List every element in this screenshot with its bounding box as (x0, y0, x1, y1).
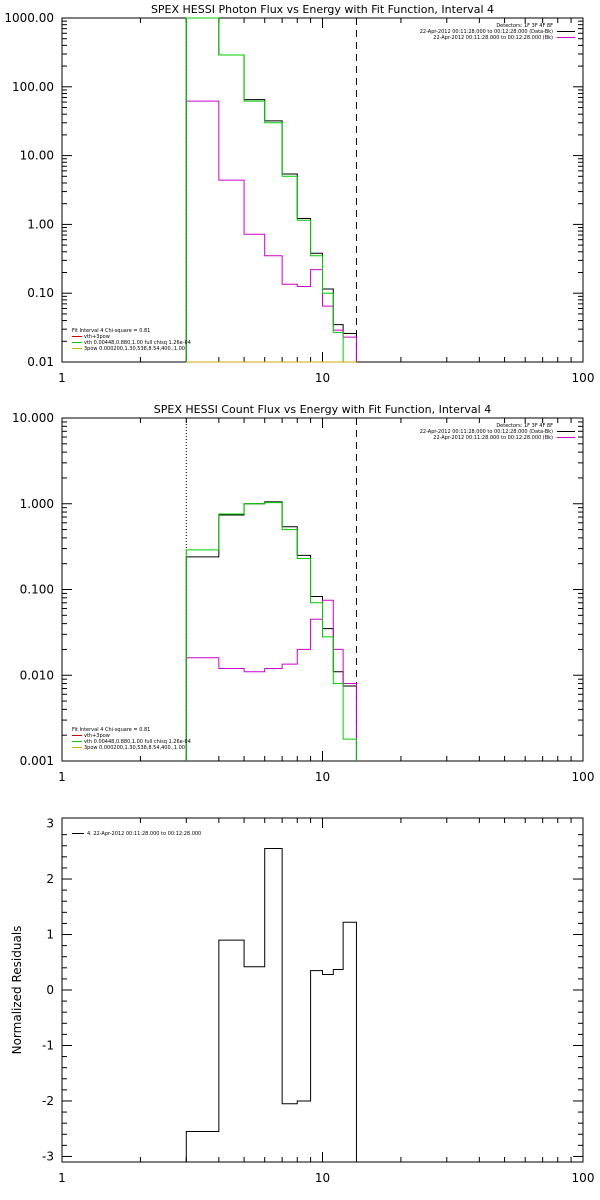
y-tick-label: -2 (42, 1094, 54, 1108)
y-tick-label: 1.000 (20, 497, 54, 511)
series-bk (185, 100, 357, 362)
legend-right-entry: 22-Apr-2012 00:11:28.000 to 00:12:28.000… (420, 29, 553, 35)
y-tick-label: 10.000 (12, 411, 54, 425)
legend-left-entry: Fit Interval 4 Chi-square = 0.81 (72, 328, 150, 334)
plot-frame (61, 17, 584, 363)
legend-right-entry: Detectors: 1F 3F 4F 8F (496, 423, 553, 429)
legend-left-entry: 4. 22-Apr-2012 00:11:28.000 to 00:12:28.… (87, 831, 201, 837)
series-vth-3pow (185, 17, 357, 363)
series-data-bk (185, 501, 357, 761)
legend-right-entry: 22-Apr-2012 00:11:28.000 to 00:12:28.000… (433, 435, 553, 441)
x-tick-label: 10 (315, 371, 330, 385)
x-tick-label: 10 (315, 1171, 330, 1185)
x-tick-label: 1 (58, 1171, 66, 1185)
legend-left-entry: vth 0.00448,0.880,1.00 full chisq 1.26e-… (84, 340, 191, 346)
legend-right-entry: 22-Apr-2012 00:11:28.000 to 00:12:28.000… (420, 429, 553, 435)
series-residuals (185, 848, 357, 1162)
y-tick-label: 0.100 (20, 583, 54, 597)
y-tick-label: 1000.00 (4, 11, 54, 25)
y-tick-label: 0.01 (27, 355, 54, 369)
plot-frame (61, 417, 584, 762)
x-tick-label: 100 (572, 371, 595, 385)
y-tick-label: 0.010 (20, 668, 54, 682)
y-tick-label: 0 (46, 983, 54, 997)
legend-left-entry: vth+3pow (84, 334, 110, 340)
x-tick-label: 1 (58, 770, 66, 784)
chart-panel-3: 1 10 100 -3 -2 -1 0 1 2 3 Normalized Residuals 4. 2… (10, 817, 594, 1185)
chart-title: SPEX HESSI Count Flux vs Energy with Fit… (154, 403, 491, 416)
y-tick-label: 100.00 (12, 80, 54, 94)
legend-left-entry: vth 0.00448,0.880,1.00 full chisq 1.26e-… (84, 739, 191, 745)
chart-panel-2: SPEX HESSI Count Flux vs Energy with Fit… (12, 403, 594, 784)
y-tick-label: -1 (42, 1038, 54, 1052)
chart-title: SPEX HESSI Photon Flux vs Energy with Fi… (151, 3, 494, 16)
x-tick-label: 100 (572, 1171, 595, 1185)
chart-panel-1: SPEX HESSI Photon Flux vs Energy with Fi… (4, 3, 594, 385)
legend-left-entry: 3pow 0.000200,1.30,538,8.54,400.,1.00 (84, 745, 185, 751)
series-bk (185, 599, 357, 761)
plot-frame (61, 817, 584, 1163)
series-data-bk (185, 17, 357, 362)
y-tick-label: 0.001 (20, 754, 54, 768)
y-tick-label: 1.00 (27, 217, 54, 231)
y-tick-label: 10.00 (20, 149, 54, 163)
y-tick-label: 3 (46, 817, 54, 831)
legend-right-entry: Detectors: 1F 3F 4F 8F (496, 23, 553, 29)
x-tick-label: 1 (58, 371, 66, 385)
x-tick-label: 10 (315, 770, 330, 784)
legend-right-entry: 22-Apr-2012 00:11:28.000 to 00:12:28.000… (433, 35, 553, 41)
y-axis-label: Normalized Residuals (10, 926, 24, 1055)
y-tick-label: -3 (42, 1149, 54, 1163)
legend-left-entry: 3pow 0.000200,1.30,538,8.54,400.,1.00 (84, 346, 185, 352)
y-tick-label: 1 (46, 928, 54, 942)
legend-left-entry: vth+3pow (84, 733, 110, 739)
legend-left-entry: Fit Interval 4 Chi-square = 0.81 (72, 727, 150, 733)
y-tick-label: 2 (46, 872, 54, 886)
x-tick-label: 100 (572, 770, 595, 784)
series-vth-3pow (185, 502, 357, 761)
y-tick-label: 0.10 (27, 286, 54, 300)
